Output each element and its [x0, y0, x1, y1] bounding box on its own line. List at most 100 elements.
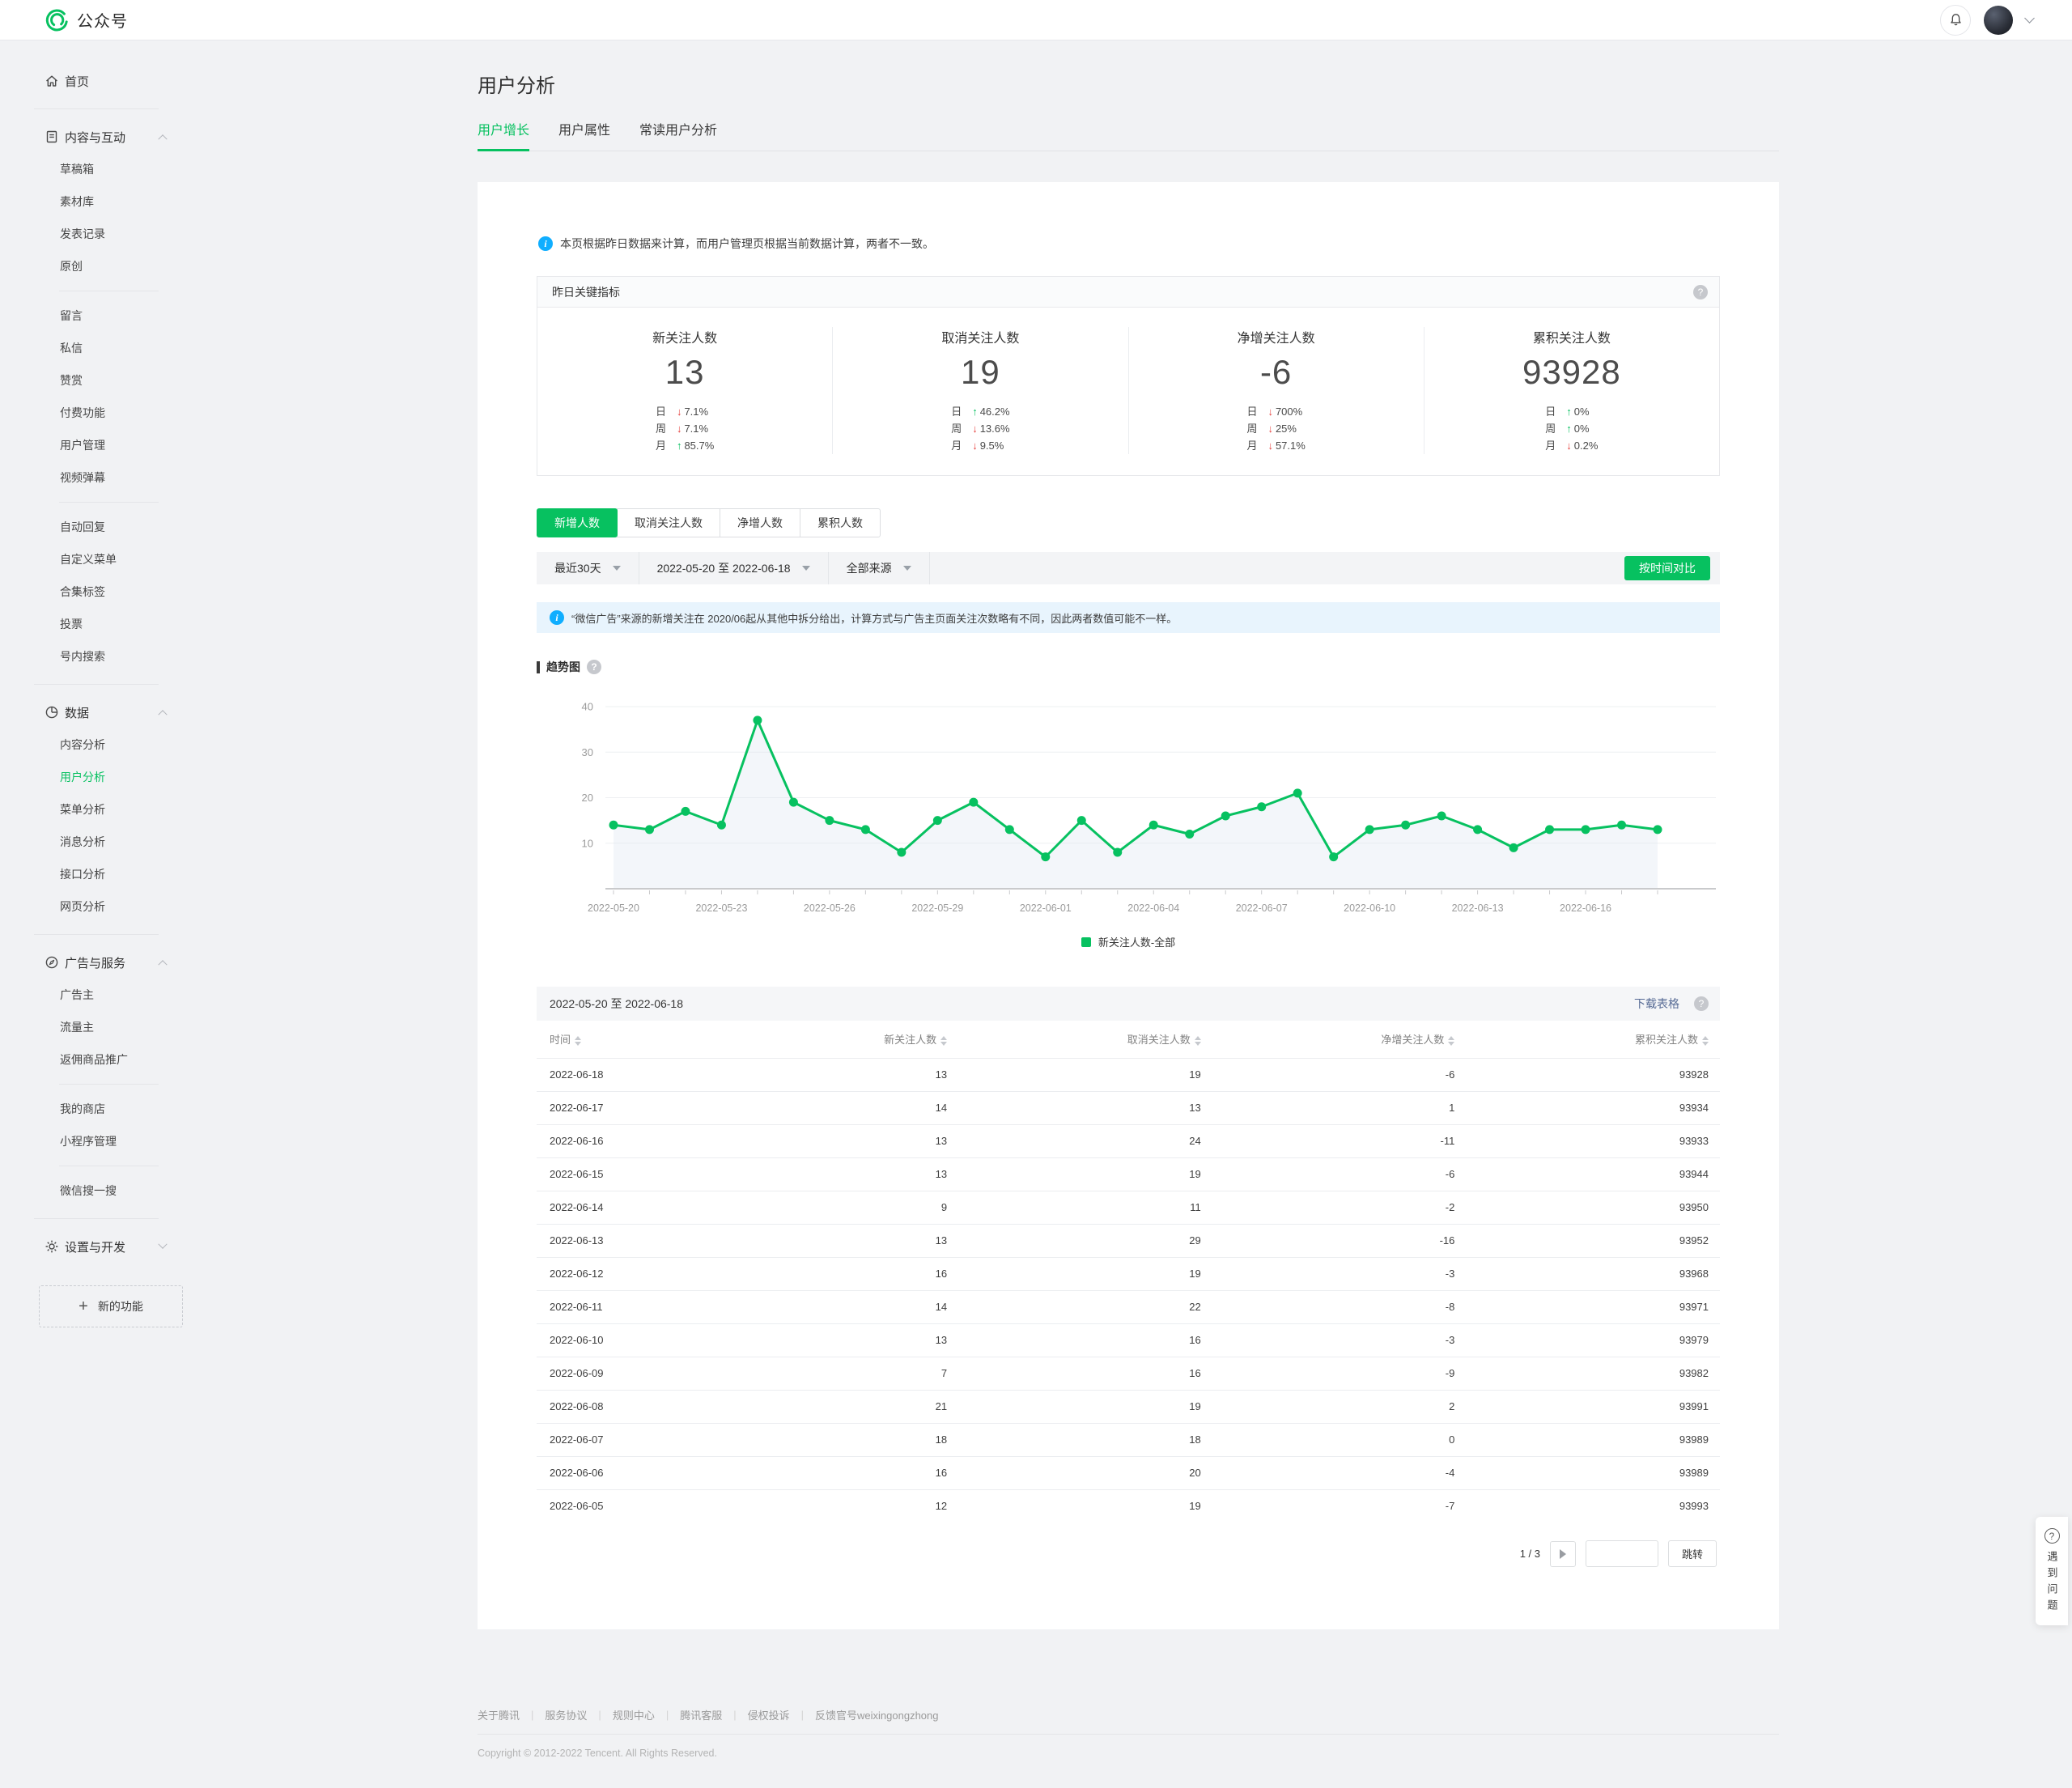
sidebar-item[interactable]: 首页: [45, 65, 166, 97]
notification-bell-icon[interactable]: [1940, 4, 1971, 36]
sidebar-item[interactable]: 自定义菜单: [60, 553, 117, 566]
svg-text:2022-06-16: 2022-06-16: [1560, 902, 1611, 914]
help-icon[interactable]: ?: [1694, 996, 1709, 1011]
tab-item[interactable]: 用户属性: [558, 124, 611, 138]
footer-link[interactable]: 关于腾讯: [478, 1709, 520, 1722]
chart-metric-tab[interactable]: 取消关注人数: [617, 508, 720, 537]
sort-icon[interactable]: [940, 1035, 948, 1046]
sidebar-item[interactable]: 素材库: [60, 195, 94, 208]
column-header[interactable]: 新关注人数: [736, 1021, 958, 1058]
copyright: Copyright © 2012-2022 Tencent. All Right…: [478, 1748, 717, 1759]
date-range-dropdown[interactable]: 2022-05-20 至 2022-06-18: [639, 552, 829, 584]
svg-text:2022-06-10: 2022-06-10: [1344, 902, 1395, 914]
sidebar-item[interactable]: 用户管理: [60, 439, 105, 452]
trend-line-chart: 10 20 30 40 2022-05-20 2022-05-23 2022-05-26 20…: [537, 686, 1720, 929]
data-table-section: 2022-05-20 至 2022-06-18 下载表格 ? 时间 新关注人数 取消…: [537, 987, 1720, 1567]
column-header[interactable]: 累积关注人数: [1466, 1021, 1720, 1058]
footer-link[interactable]: 侵权投诉: [747, 1709, 790, 1722]
table-cell: 2022-06-17: [537, 1090, 737, 1124]
sidebar-item[interactable]: 小程序管理: [60, 1135, 117, 1148]
sidebar-item[interactable]: 内容分析: [60, 738, 105, 751]
sidebar-item[interactable]: 微信搜一搜: [60, 1184, 117, 1197]
table-cell: 18: [958, 1422, 1212, 1456]
sidebar-item[interactable]: 接口分析: [60, 868, 105, 881]
divider: [478, 1734, 1779, 1735]
table-cell: 2022-06-18: [537, 1057, 737, 1091]
table-cell: 16: [958, 1323, 1212, 1357]
download-table-link[interactable]: 下载表格: [1634, 997, 1679, 1010]
table-cell: 2022-06-11: [537, 1289, 737, 1323]
table-cell: 13: [958, 1090, 1212, 1124]
compare-by-time-button[interactable]: 按时间对比: [1624, 556, 1710, 580]
gear-icon: [45, 1239, 59, 1254]
sidebar-item[interactable]: 网页分析: [60, 900, 105, 913]
sidebar-item[interactable]: 留言: [60, 309, 83, 322]
sidebar-item[interactable]: 付费功能: [60, 406, 105, 419]
chart-metric-tab[interactable]: 净增人数: [720, 508, 800, 537]
chart-metric-tab[interactable]: 新增人数: [537, 508, 618, 537]
chart-metric-tab[interactable]: 累积人数: [800, 508, 881, 537]
sidebar-item[interactable]: 我的商店: [60, 1102, 105, 1115]
sort-icon[interactable]: [1448, 1035, 1455, 1046]
sort-icon[interactable]: [1194, 1035, 1201, 1046]
tab-active[interactable]: 用户增长: [478, 119, 530, 151]
table-cell: 93952: [1466, 1223, 1720, 1257]
metric-value: 13: [664, 353, 705, 391]
sidebar-item[interactable]: 原创: [60, 260, 83, 273]
help-icon[interactable]: ?: [1693, 284, 1708, 299]
sidebar-item[interactable]: 用户分析: [60, 771, 105, 784]
time-range-dropdown[interactable]: 最近30天: [537, 552, 639, 584]
source-dropdown[interactable]: 全部来源: [829, 552, 930, 584]
sidebar-group[interactable]: 广告与服务: [45, 946, 168, 979]
sidebar-group[interactable]: 内容与互动: [45, 121, 168, 153]
sidebar-item[interactable]: 私信: [60, 342, 83, 355]
sidebar-group[interactable]: 设置与开发: [45, 1230, 168, 1263]
new-feature-button[interactable]: + 新的功能: [39, 1285, 183, 1327]
sidebar-item[interactable]: 发表记录: [60, 227, 105, 240]
jump-button[interactable]: 跳转: [1667, 1540, 1717, 1567]
footer-link[interactable]: 服务协议: [545, 1709, 588, 1722]
metric-card: 净增关注人数 -6 日 ↓ 700% 周 ↓ 25% 月 ↓ 57.1%: [1127, 327, 1424, 454]
sidebar-label: 数据: [65, 706, 90, 720]
sidebar-item[interactable]: 投票: [60, 618, 83, 631]
column-header[interactable]: 净增关注人数: [1212, 1021, 1467, 1058]
sidebar-item[interactable]: 草稿箱: [60, 163, 94, 176]
next-page-button[interactable]: [1549, 1540, 1576, 1567]
sort-icon[interactable]: [1702, 1035, 1709, 1046]
page-jump-input[interactable]: [1585, 1540, 1658, 1567]
table-cell: -6: [1212, 1157, 1467, 1191]
help-icon[interactable]: ?: [587, 660, 601, 674]
table-cell: -8: [1212, 1289, 1467, 1323]
sidebar-item[interactable]: 广告主: [60, 988, 94, 1001]
avatar[interactable]: [1984, 5, 2013, 35]
sidebar-group[interactable]: 数据: [45, 696, 168, 728]
arrow-down-icon: ↓: [1267, 440, 1273, 452]
separator: |: [800, 1709, 805, 1721]
sort-icon[interactable]: [575, 1035, 582, 1046]
arrow-down-icon: ↓: [972, 440, 978, 452]
column-header[interactable]: 取消关注人数: [958, 1021, 1212, 1058]
sidebar-item[interactable]: 返佣商品推广: [60, 1053, 128, 1066]
metric-card: 累积关注人数 93928 日 ↑ 0% 周 ↑ 0% 月 ↓ 0.2%: [1423, 327, 1719, 454]
sidebar-item[interactable]: 合集标签: [60, 585, 105, 598]
sidebar-item[interactable]: 号内搜索: [60, 650, 105, 663]
sidebar-item[interactable]: 自动回复: [60, 520, 105, 533]
sidebar-item[interactable]: 菜单分析: [60, 803, 105, 816]
sidebar-item[interactable]: 视频弹幕: [60, 471, 105, 484]
sidebar-item[interactable]: 流量主: [60, 1021, 94, 1034]
sidebar-item[interactable]: 消息分析: [60, 835, 105, 848]
footer-link[interactable]: 腾讯客服: [680, 1709, 723, 1722]
table-cell: 93979: [1466, 1323, 1720, 1357]
footer-link[interactable]: 规则中心: [612, 1709, 655, 1722]
help-widget-label: 遇到问题: [2045, 1551, 2058, 1616]
help-widget[interactable]: ? 遇到问题: [2036, 1517, 2068, 1625]
table-row: 2022-06-17 14 13 1 93934: [537, 1090, 1720, 1124]
table-cell: 13: [736, 1323, 959, 1357]
footer-link[interactable]: 反馈官号weixingongzhong: [815, 1709, 939, 1722]
svg-text:2022-05-29: 2022-05-29: [911, 902, 963, 914]
table-row: 2022-06-13 13 29 -16 93952: [537, 1223, 1720, 1257]
column-header[interactable]: 时间: [537, 1021, 736, 1058]
sidebar-item[interactable]: 赞赏: [60, 374, 83, 387]
chevron-down-icon[interactable]: [2024, 13, 2035, 23]
tab-item[interactable]: 常读用户分析: [639, 124, 718, 138]
